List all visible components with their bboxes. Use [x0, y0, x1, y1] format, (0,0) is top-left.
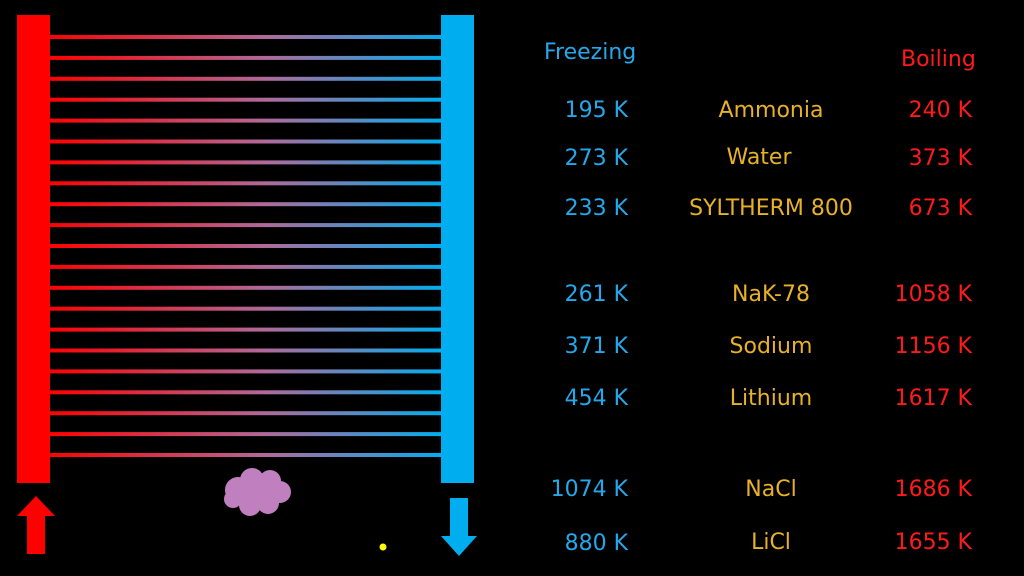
- boiling-value: 1058 K: [894, 282, 972, 307]
- radiator-pipe: [48, 264, 444, 269]
- radiator-pipe: [48, 369, 444, 374]
- radiator-pipe: [48, 55, 444, 60]
- boiling-value: 673 K: [908, 196, 972, 221]
- radiator-pipe: [48, 306, 444, 311]
- freezing-value: 371 K: [564, 334, 628, 359]
- radiator-pipes: [48, 35, 444, 457]
- freezing-value: 880 K: [564, 531, 628, 556]
- coolant-name: Ammonia: [718, 98, 824, 123]
- coolant-name: LiCl: [751, 530, 791, 555]
- radiator-pipe: [48, 76, 444, 81]
- radiator-pipe: [48, 202, 444, 207]
- boiling-value: 1655 K: [894, 530, 972, 555]
- freezing-value: 261 K: [564, 282, 628, 307]
- cloud-icon: [224, 468, 291, 516]
- radiator-pipe: [48, 348, 444, 353]
- coolant-name: SYLTHERM 800: [689, 196, 853, 221]
- radiator-pipe: [48, 432, 444, 437]
- coolant-name: Sodium: [729, 334, 813, 359]
- radiator-pipe: [48, 390, 444, 395]
- coolant-name: NaCl: [745, 477, 797, 502]
- yellow-dot: [379, 543, 387, 551]
- radiator-pipe: [48, 411, 444, 416]
- freezing-value: 233 K: [564, 196, 628, 221]
- coolant-name: NaK-78: [732, 282, 810, 307]
- hot-manifold: [17, 15, 50, 483]
- outlet-down-arrow-icon: [441, 498, 477, 556]
- freezing-header: Freezing: [544, 40, 637, 65]
- boiling-header: Boiling: [901, 47, 976, 72]
- radiator-pipe: [48, 223, 444, 228]
- radiator-pipe: [48, 35, 444, 39]
- coolant-name: Lithium: [729, 386, 813, 411]
- freezing-value: 273 K: [564, 146, 628, 171]
- freezing-value: 454 K: [564, 386, 628, 411]
- radiator-pipe: [48, 327, 444, 332]
- boiling-value: 1686 K: [894, 477, 972, 502]
- radiator-pipe: [48, 244, 444, 248]
- cold-manifold: [441, 15, 474, 483]
- boiling-value: 373 K: [908, 146, 972, 171]
- boiling-value: 1617 K: [894, 386, 972, 411]
- inlet-up-arrow-icon: [17, 496, 55, 554]
- coolant-name: Water: [726, 145, 792, 170]
- radiator-pipe: [48, 118, 444, 123]
- radiator-pipe: [48, 453, 444, 457]
- boiling-value: 1156 K: [894, 334, 972, 359]
- radiator-pipe: [48, 285, 444, 290]
- boiling-value: 240 K: [908, 98, 972, 123]
- radiator-pipe: [48, 97, 444, 102]
- radiator-pipe: [48, 160, 444, 165]
- radiator-pipe: [48, 181, 444, 186]
- freezing-value: 195 K: [564, 98, 628, 123]
- freezing-value: 1074 K: [550, 477, 628, 502]
- radiator-pipe: [48, 139, 444, 144]
